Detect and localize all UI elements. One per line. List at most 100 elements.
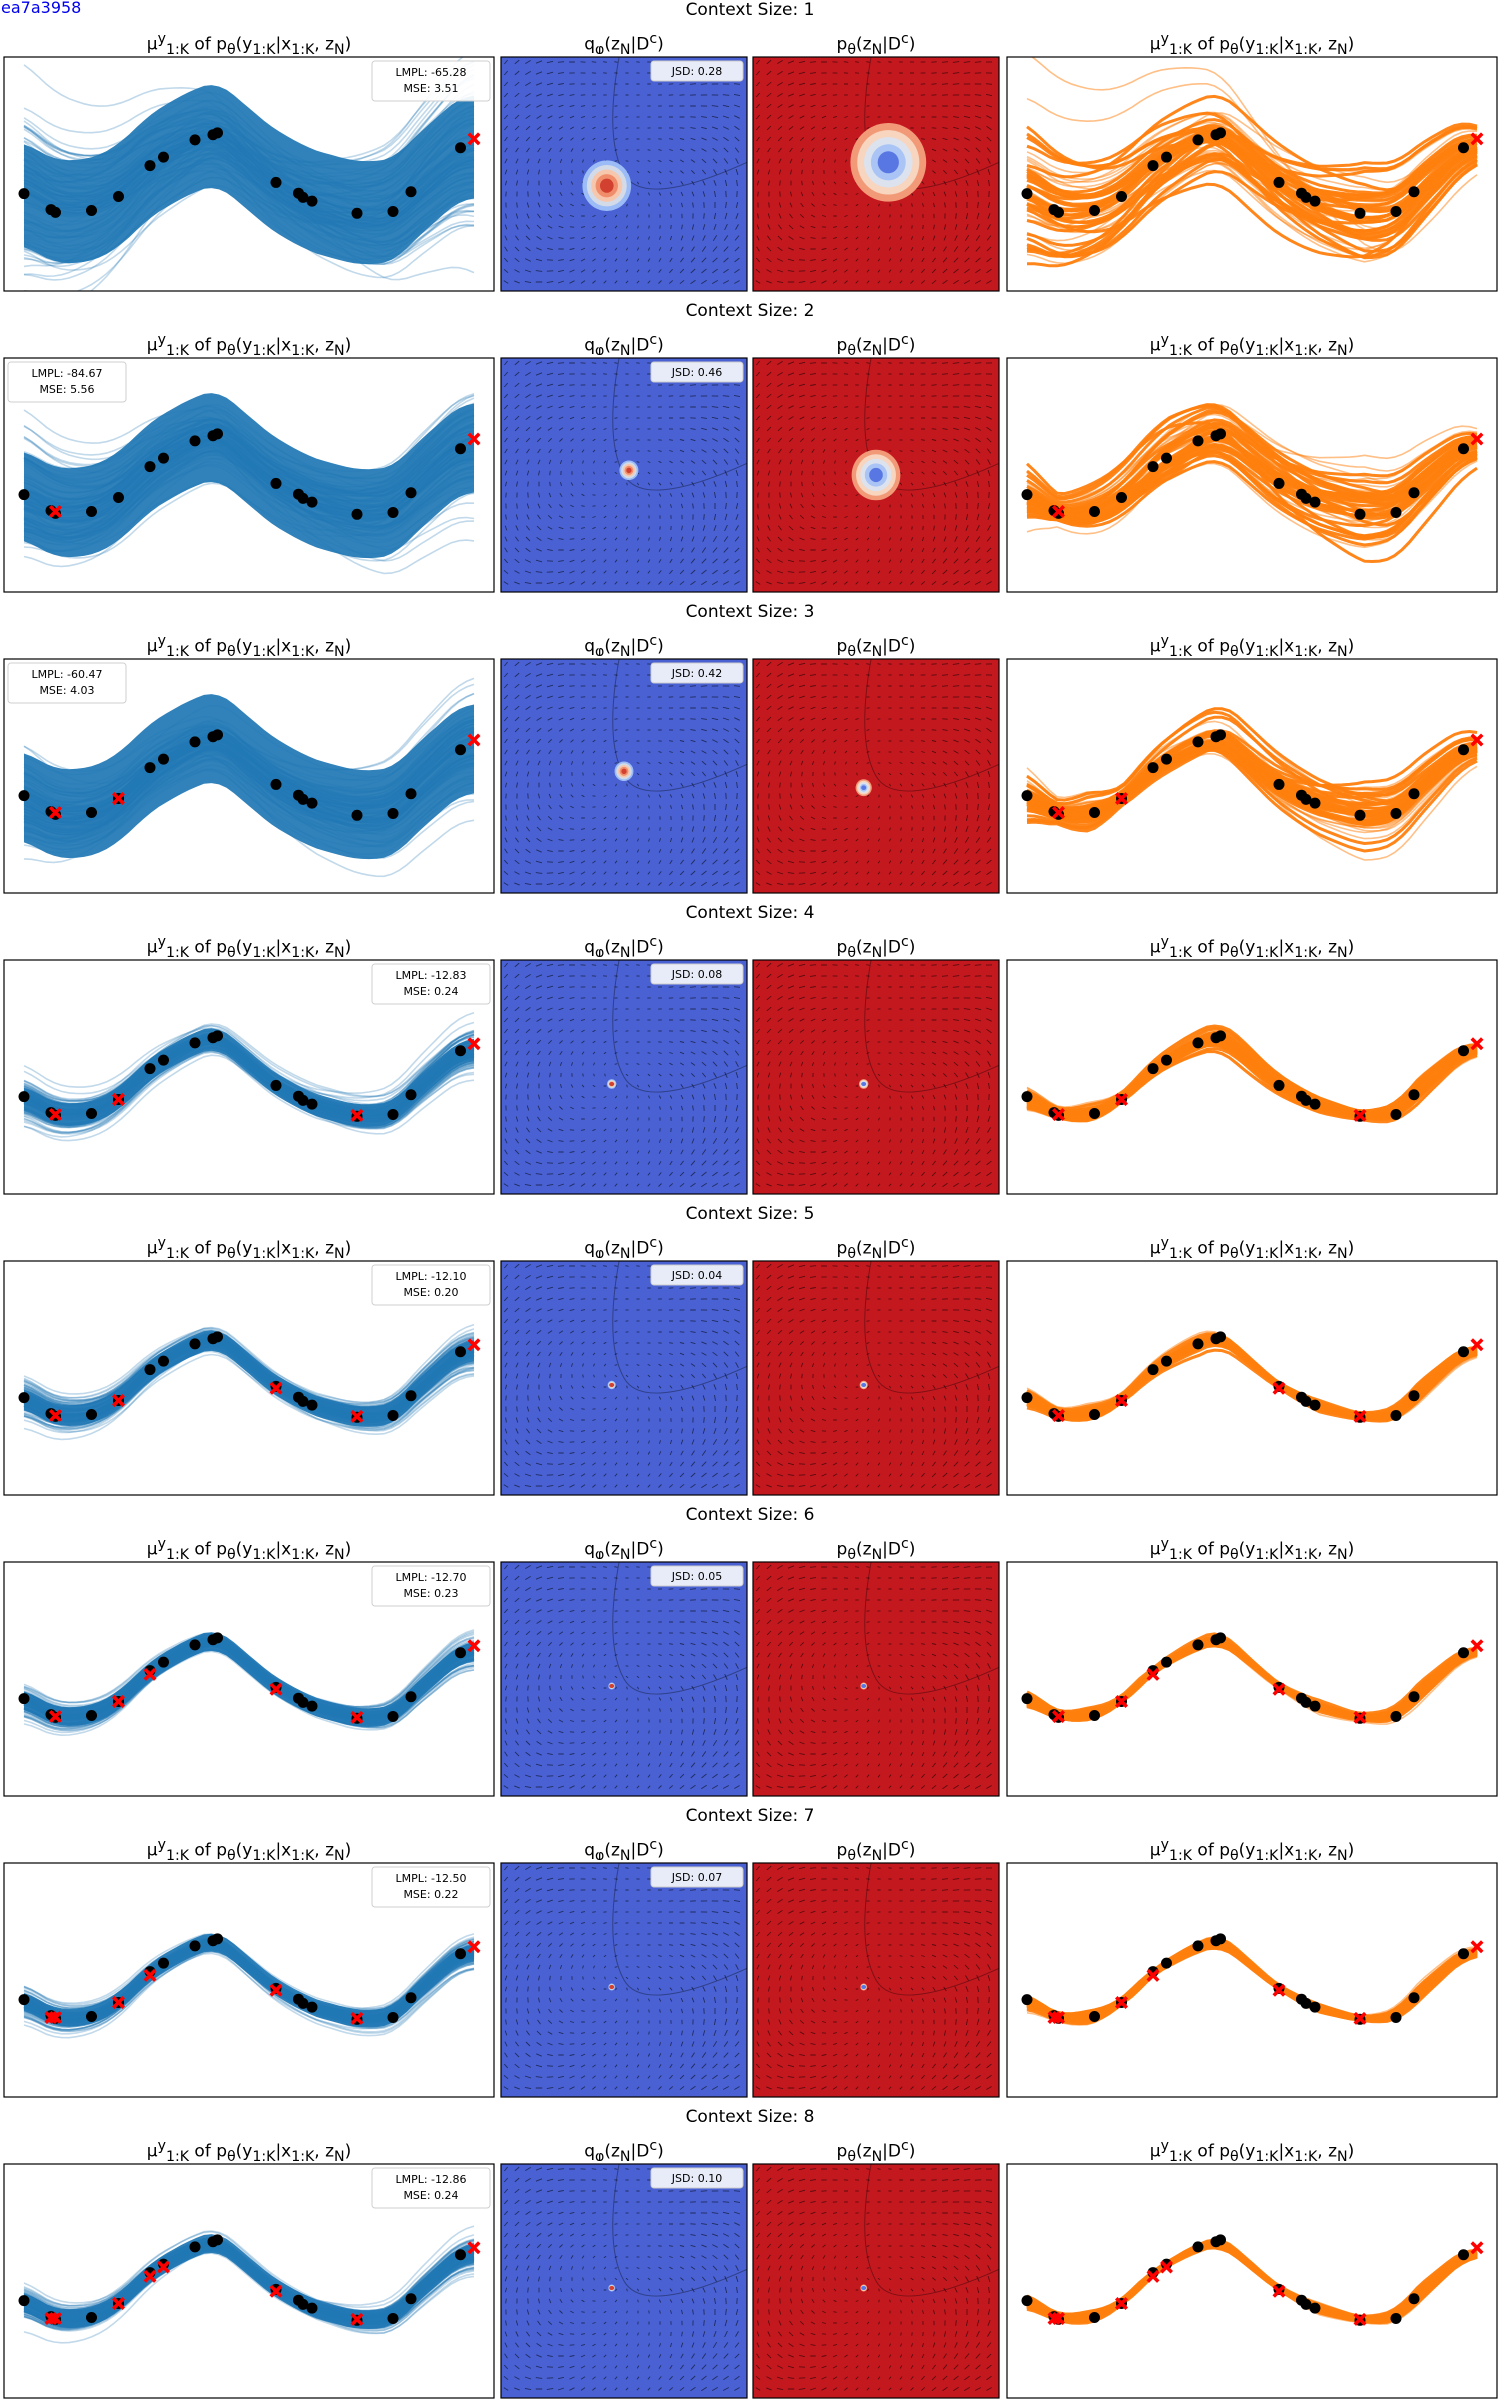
sample-lines (1026, 1024, 1478, 1124)
decoder-prior-panel (1006, 2163, 1498, 2399)
density-contour (626, 467, 632, 474)
context-point (1052, 505, 1065, 519)
vector-field (503, 1863, 747, 2091)
mse-label: MSE: 0.23 (403, 1587, 458, 1600)
target-point (1458, 1045, 1469, 1057)
posterior-density-panel: JSD: 0.28 (500, 56, 748, 292)
panel-background (1007, 1863, 1497, 2097)
context-point (143, 2269, 157, 2283)
sample-line (1026, 94, 1478, 192)
posterior-density-panel: JSD: 0.08 (500, 959, 748, 1195)
target-point (1021, 790, 1033, 802)
sample-line (1026, 2245, 1478, 2323)
density-background (501, 1261, 747, 1495)
context-point (49, 806, 62, 820)
target-point (297, 1094, 309, 1106)
sample-lines (23, 2225, 475, 2344)
panel-frame (500, 1561, 748, 1797)
prior-title: pθ(zN|Dc) (837, 1536, 916, 1559)
field-arrows (755, 1865, 993, 2091)
target-point (1408, 1691, 1420, 1703)
target-point (1309, 195, 1321, 207)
vector-field (755, 659, 999, 887)
jsd-box (650, 963, 744, 985)
row-heading: Context Size: 8 (686, 2107, 815, 2127)
legend-box (371, 963, 491, 1005)
jsd-box (650, 1565, 744, 1587)
context-point (1146, 2269, 1160, 2283)
sample-line (1026, 740, 1478, 819)
panel-frame (500, 1260, 748, 1496)
decoder-samples-panel: LMPL: -12.50 MSE: 0.22 (3, 1862, 495, 2098)
target-point (405, 186, 417, 198)
target-point (1161, 1054, 1172, 1066)
panel-frame (1006, 1862, 1498, 2098)
target-point (387, 2312, 399, 2324)
jsd-box (650, 60, 744, 82)
target-point (455, 1346, 466, 1358)
field-seam (864, 1562, 999, 1695)
density-background (753, 1863, 999, 2097)
target-point (50, 206, 61, 218)
panel-frame (3, 1862, 495, 2098)
field-arrows (755, 360, 993, 586)
row-heading: Context Size: 1 (686, 0, 815, 20)
target-point (1273, 1079, 1285, 1091)
sample-line (1026, 739, 1478, 822)
decoder-prior-title: μy1:K of pθ(y1:K|x1:K, zN) (1150, 1235, 1355, 1258)
target-point (1273, 778, 1285, 790)
decoder-prior-panel (1006, 658, 1498, 894)
target-point (189, 435, 201, 447)
target-point (189, 1338, 201, 1350)
field-arrows (503, 962, 741, 1188)
target-point (189, 1037, 201, 1049)
sample-line (1026, 125, 1478, 255)
target-point (455, 744, 466, 756)
decoder-samples-title: μy1:K of pθ(y1:K|x1:K, zN) (147, 1235, 352, 1258)
density-background (501, 1863, 747, 2097)
target-point (1390, 2011, 1402, 2023)
context-point (1353, 1710, 1367, 1724)
vector-field (755, 1562, 999, 1790)
target-point (1458, 443, 1469, 455)
target-point (1161, 1957, 1172, 1969)
target-point (1215, 729, 1226, 741)
context-point (1146, 1667, 1160, 1681)
jsd-label: JSD: 0.05 (671, 1570, 722, 1583)
context-point (350, 1710, 364, 1724)
decoder-prior-title: μy1:K of pθ(y1:K|x1:K, zN) (1150, 1837, 1355, 1860)
legend-box (371, 60, 491, 102)
decoder-samples-title: μy1:K of pθ(y1:K|x1:K, zN) (147, 332, 352, 355)
target-point (158, 1656, 169, 1668)
decoder-samples-panel: LMPL: -12.86 MSE: 0.24 (3, 2163, 495, 2399)
target-point (306, 496, 318, 508)
target-point (1408, 788, 1420, 800)
context-point (157, 2260, 170, 2274)
target-point (1354, 207, 1366, 219)
sample-line (1026, 1040, 1478, 1120)
prior-density-panel (752, 658, 1000, 894)
density-contour (621, 768, 627, 775)
sample-line (1026, 456, 1478, 549)
lmpl-label: LMPL: -60.47 (31, 668, 102, 681)
decoder-samples-panel: LMPL: -60.47 MSE: 4.03 (3, 658, 495, 894)
decoder-samples-title: μy1:K of pθ(y1:K|x1:K, zN) (147, 31, 352, 54)
target-point (297, 191, 309, 203)
target-point (1161, 753, 1172, 765)
sample-line (1026, 138, 1478, 223)
target-point (1089, 1108, 1100, 1120)
target-point (1021, 489, 1033, 501)
target-point (405, 1691, 417, 1703)
sample-line (1026, 741, 1478, 829)
mse-label: MSE: 5.56 (39, 383, 94, 396)
target-point (1458, 1346, 1469, 1358)
target-point (1089, 2011, 1100, 2023)
sample-line (1026, 746, 1478, 834)
context-point (1146, 1968, 1160, 1982)
decoder-prior-title: μy1:K of pθ(y1:K|x1:K, zN) (1150, 332, 1355, 355)
context-point (1160, 2260, 1173, 2274)
vector-field (503, 57, 747, 285)
posterior-title: qφ(zN|Dc) (584, 1536, 664, 1559)
target-point (1215, 428, 1226, 440)
field-seam (864, 1261, 999, 1394)
